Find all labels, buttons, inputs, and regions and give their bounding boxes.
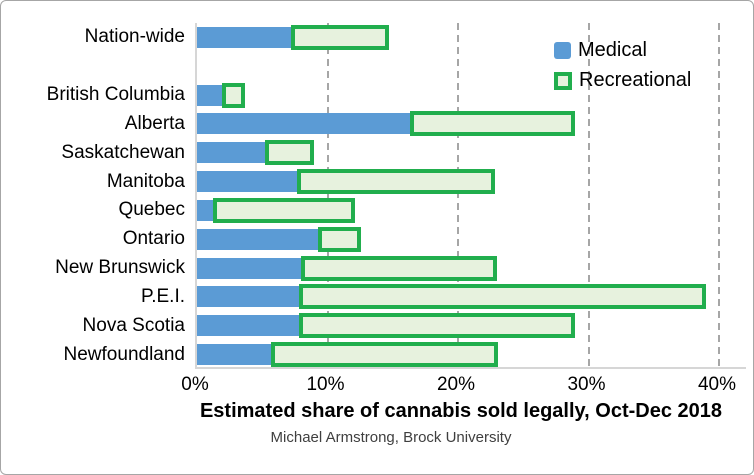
category-label-p-e-i-: P.E.I. (140, 285, 185, 307)
category-label-british-columbia: British Columbia (46, 84, 185, 106)
bar-medical-segment (197, 199, 213, 221)
bar-recreational-segment (298, 313, 576, 339)
bar-medical-segment (197, 286, 299, 308)
x-tick-label-0: 0% (181, 374, 209, 395)
category-label-ontario: Ontario (122, 228, 185, 250)
category-label-manitoba: Manitoba (106, 170, 185, 192)
category-label-nation-wide: Nation-wide (84, 26, 185, 48)
bar-recreational-segment (298, 284, 706, 310)
category-label-quebec: Quebec (118, 199, 185, 221)
bar-medical-segment (197, 171, 298, 193)
recreational-swatch-icon (554, 71, 572, 90)
bar-recreational-segment (271, 342, 499, 368)
category-label-nova-scotia: Nova Scotia (82, 314, 185, 336)
category-label-new-brunswick: New Brunswick (55, 257, 185, 279)
bar-medical-segment (197, 344, 272, 366)
legend-label-recreational: Recreational (579, 69, 692, 91)
bar-medical-segment (197, 113, 410, 135)
plot-area (195, 23, 746, 369)
bar-recreational-segment (212, 197, 355, 223)
bar-recreational-segment (301, 255, 498, 281)
category-label-alberta: Alberta (124, 112, 185, 134)
bar-medical-segment (197, 315, 299, 337)
legend-item-medical: Medical (554, 39, 691, 62)
bar-recreational-segment (221, 82, 246, 108)
bar-medical-segment (197, 257, 302, 279)
legend: Medical Recreational (554, 39, 691, 99)
category-label-saskatchewan: Saskatchewan (61, 141, 185, 163)
bar-recreational-segment (264, 140, 315, 166)
chart-source: Michael Armstrong, Brock University (270, 429, 512, 446)
legend-item-recreational: Recreational (554, 69, 691, 92)
medical-swatch-icon (554, 42, 571, 59)
gridline-20 (457, 23, 459, 367)
bar-recreational-segment (318, 226, 362, 252)
x-tick-label-30: 30% (567, 374, 606, 395)
bar-recreational-segment (409, 111, 576, 137)
gridline-30 (587, 23, 590, 367)
x-tick-label-20: 20% (436, 374, 476, 395)
x-tick-label-40: 40% (697, 374, 737, 395)
gridline-10 (326, 23, 329, 367)
category-label-newfoundland: Newfoundland (63, 343, 185, 365)
x-tick-label-10: 10% (306, 374, 345, 395)
bar-recreational-segment (290, 24, 389, 50)
legend-label-medical: Medical (578, 39, 647, 61)
gridline-40 (718, 23, 720, 367)
bar-medical-segment (197, 228, 319, 250)
bar-medical-segment (197, 26, 291, 48)
chart-title: Estimated share of cannabis sold legally… (199, 400, 723, 422)
bar-medical-segment (197, 84, 222, 106)
bar-medical-segment (197, 142, 265, 164)
bar-recreational-segment (297, 169, 495, 195)
